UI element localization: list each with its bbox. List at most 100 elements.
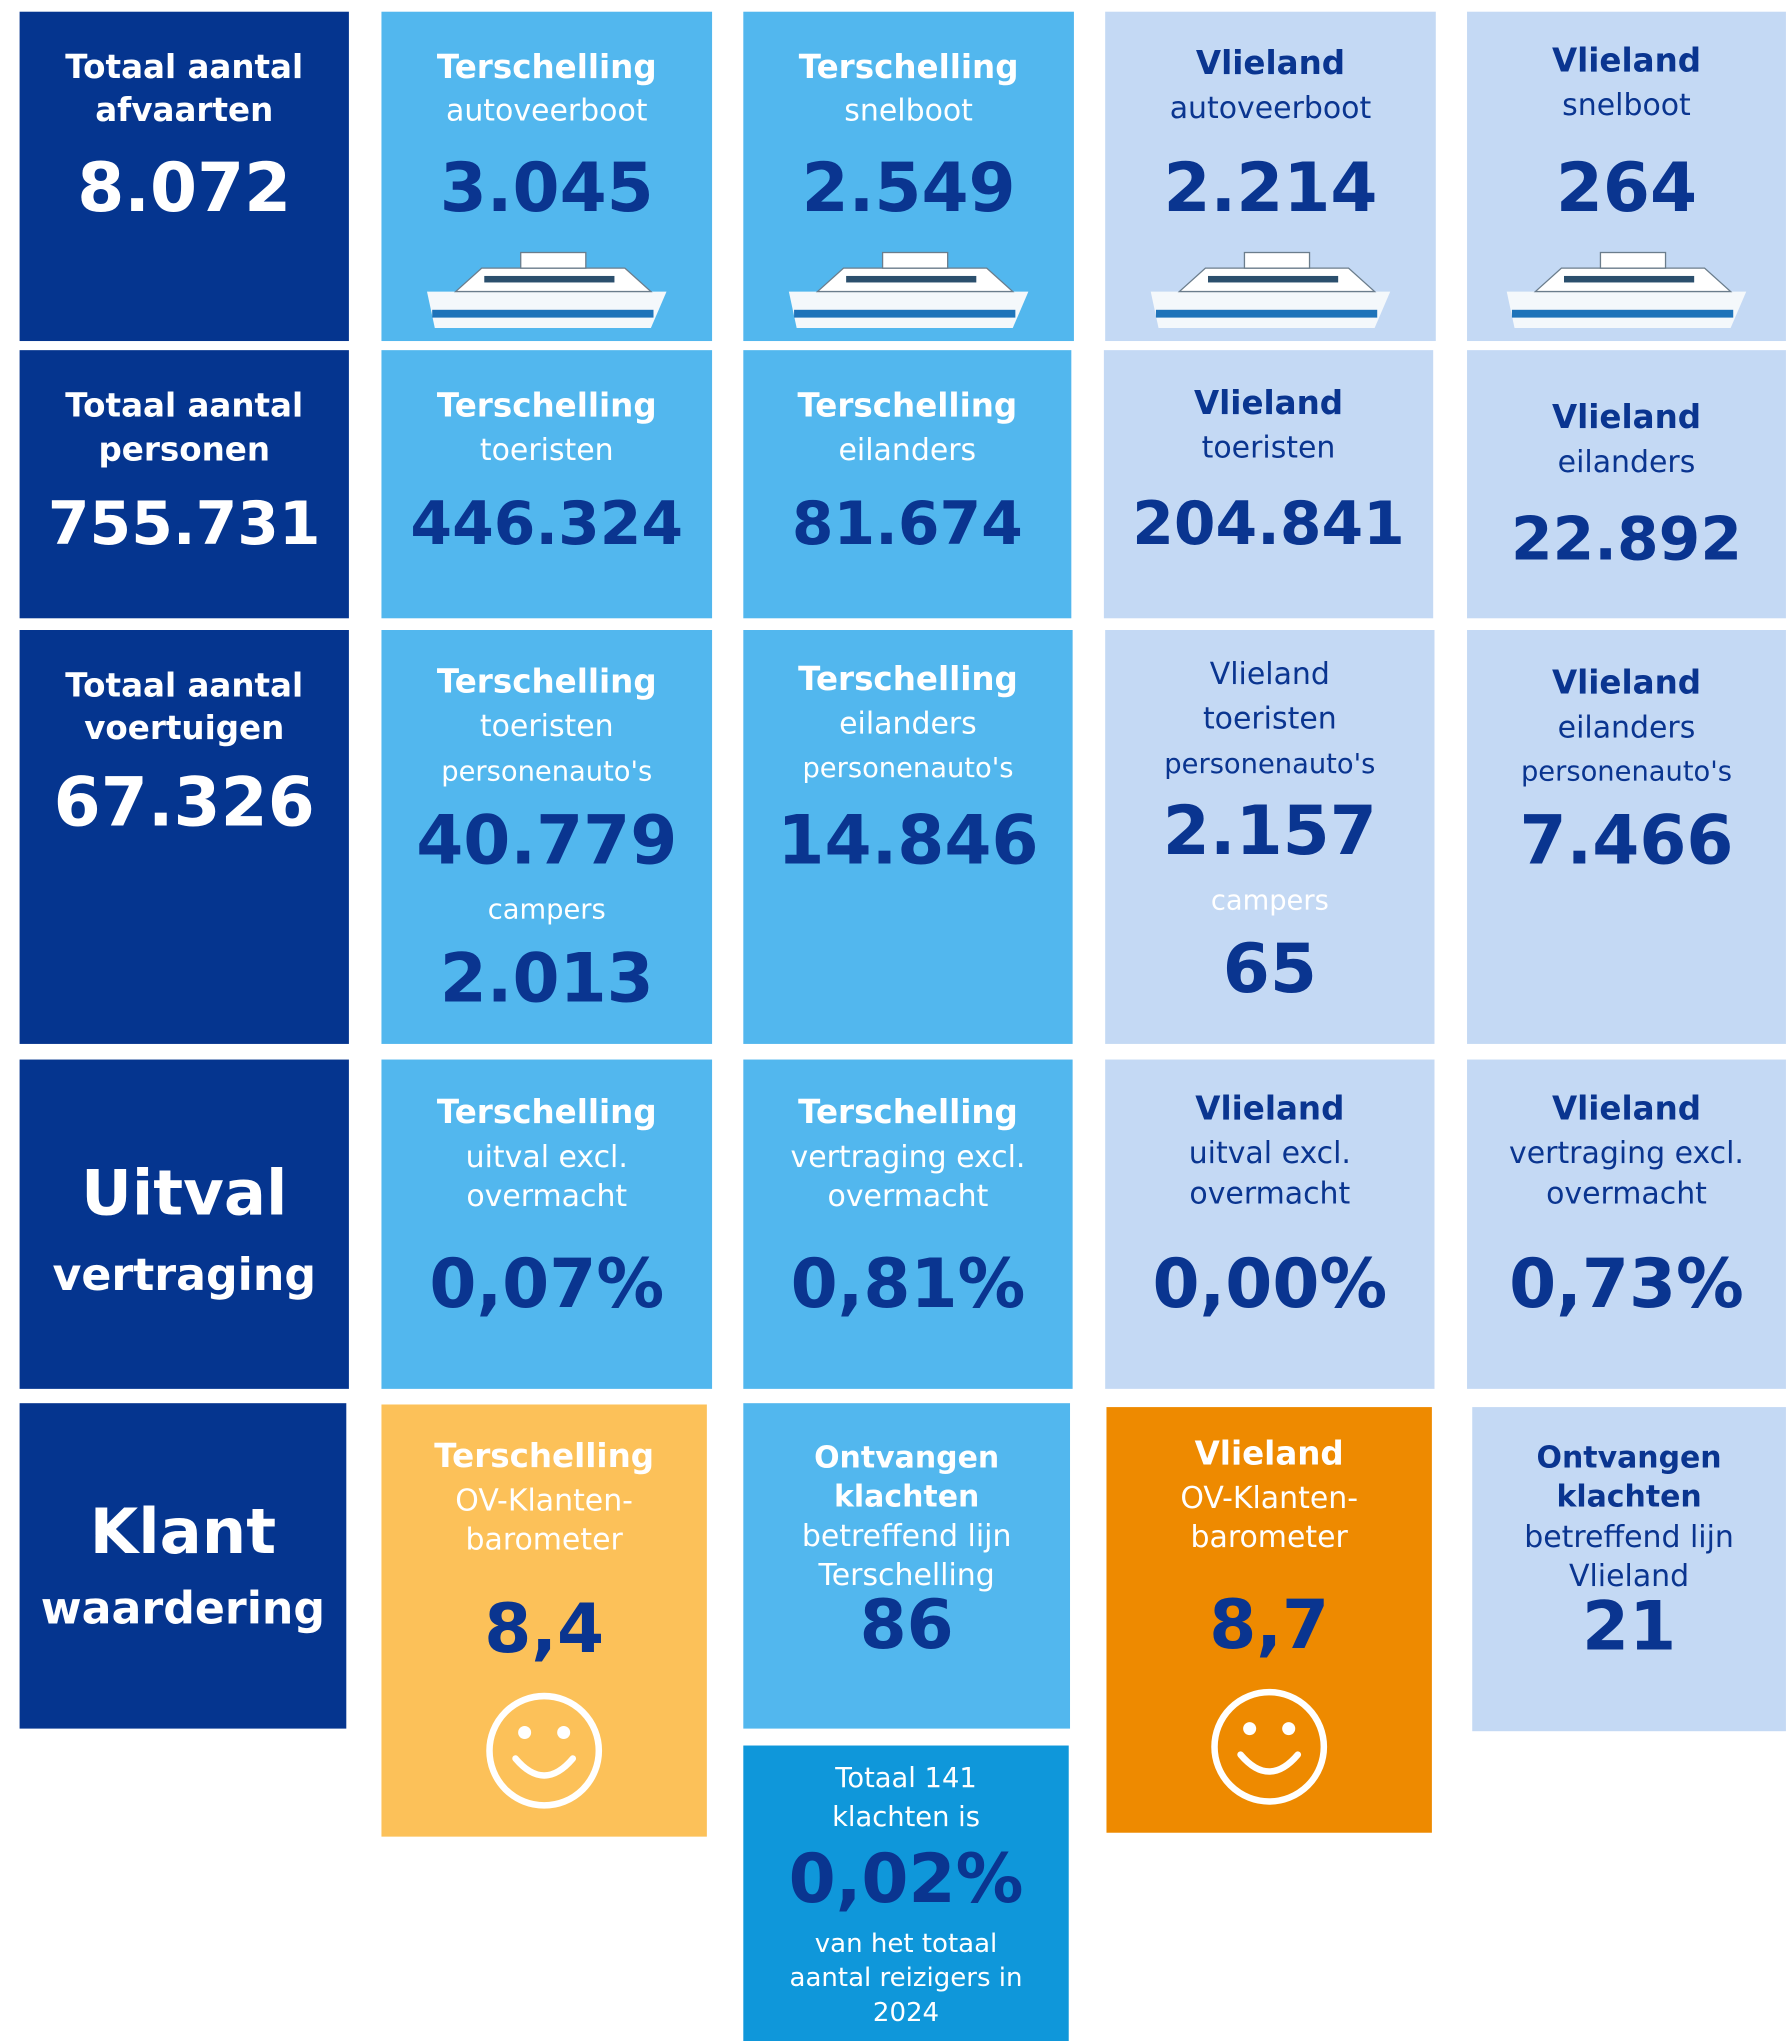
tile-label: Vlieland	[1552, 664, 1701, 702]
tile-label: Terschelling	[437, 386, 657, 424]
tile-label: klachten is	[832, 1802, 980, 1833]
tile-label: waardering	[41, 1583, 325, 1634]
tile-value: 81.674	[792, 489, 1023, 559]
ship-bridge	[883, 253, 948, 269]
tile-value: 2.549	[802, 148, 1016, 227]
infographic: Totaal aantalafvaarten8.072 Terschelling a…	[0, 0, 1786, 2041]
tile-value: 204.841	[1132, 489, 1405, 559]
tile-label: van het totaal	[815, 1929, 997, 1959]
tile-label: uitval excl.	[466, 1140, 628, 1175]
tile-label: Terschelling	[434, 1437, 654, 1475]
tile-label: Ontvangen	[1537, 1441, 1722, 1476]
tile-value: 3.045	[440, 148, 654, 227]
tile-value: 21	[1582, 1587, 1676, 1666]
tile-label: 2024	[873, 1998, 939, 2028]
tile-label: barometer	[466, 1523, 624, 1558]
tile-label: overmacht	[466, 1179, 627, 1214]
smiley-eye	[518, 1726, 531, 1739]
tile-label: vertraging excl.	[1509, 1136, 1744, 1171]
tile-value: 0,81%	[791, 1244, 1026, 1323]
tile-label: Ontvangen	[814, 1441, 999, 1476]
tile: Vlielanduitval excl.overmacht0,00%	[1105, 1060, 1434, 1389]
tile-label: eilanders	[839, 707, 977, 742]
smiley-eye	[1243, 1722, 1256, 1735]
tile-value: 8,7	[1209, 1585, 1329, 1664]
tile-label: Totaal aantal	[65, 386, 303, 424]
tile-label: snelboot	[844, 93, 973, 128]
tile-label: Terschelling	[437, 48, 657, 86]
ship-bridge	[1600, 253, 1665, 269]
tile-label: Terschelling	[798, 1093, 1018, 1131]
tile-label: Vlieland	[1195, 1089, 1344, 1127]
tile-value: 8.072	[77, 148, 291, 227]
tile-label: eilanders	[838, 433, 976, 468]
tile-label: klachten	[834, 1480, 979, 1515]
tile-label: overmacht	[828, 1179, 989, 1214]
tile-value: 755.731	[48, 489, 321, 559]
ship-stripe	[432, 310, 653, 318]
tile: Vlielandtoeristenpersonenauto's2.157camp…	[1105, 630, 1434, 1044]
tile: Uitval vertraging	[20, 1060, 349, 1389]
tile-label: betreffend lijn	[1524, 1520, 1734, 1555]
tile-value: 2.013	[440, 938, 654, 1017]
tile-label: toeristen	[480, 709, 614, 744]
tile-label: Vlieland	[1196, 44, 1345, 82]
tile-value: 40.779	[416, 800, 677, 879]
tile-label: campers	[1211, 886, 1329, 917]
tile-label: barometer	[1191, 1520, 1349, 1555]
tile-label: Terschelling	[437, 662, 657, 700]
tile-label: campers	[488, 895, 606, 926]
ship-windows	[846, 276, 976, 283]
tile: Totaal 141klachten is0,02%van het totaal…	[743, 1746, 1068, 2041]
tile-label: OV-Klanten-	[1180, 1481, 1358, 1516]
smiley-eye	[557, 1726, 570, 1739]
tile-label: Vlieland	[1210, 657, 1330, 692]
tile-value: 67.326	[54, 763, 315, 842]
tile-label: vertraging	[52, 1250, 316, 1301]
tile-label: Totaal aantal	[65, 48, 303, 86]
tile-value: 22.892	[1511, 504, 1742, 574]
tile-value: 0,07%	[429, 1244, 664, 1323]
tile: Totaal aantal voertuigen 67.326	[20, 630, 349, 1044]
tile-value: 0,02%	[789, 1839, 1024, 1918]
tile-label: overmacht	[1546, 1176, 1707, 1211]
tile-label: overmacht	[1189, 1176, 1350, 1211]
tile-label: Totaal aantal	[65, 666, 303, 704]
tile-label: uitval excl.	[1189, 1136, 1351, 1171]
tile-label: aantal reizigers in	[790, 1963, 1023, 1993]
tile-label: autoveerboot	[1170, 91, 1372, 126]
tile-value: 0,73%	[1509, 1244, 1744, 1323]
tile-label: Terschelling	[798, 660, 1018, 698]
ship-bridge	[521, 253, 586, 269]
smiley-eye	[1282, 1722, 1295, 1735]
ship-windows	[484, 276, 614, 283]
tile-label: Vlieland	[1552, 41, 1701, 79]
ship-windows	[1208, 276, 1338, 283]
tile-value: 86	[860, 1585, 954, 1664]
tile-label: Terschelling	[437, 1093, 657, 1131]
tile-value: Uitval	[81, 1157, 287, 1230]
tile: Totaal aantal personen 755.731	[20, 350, 349, 618]
tile: Klant waardering	[20, 1403, 347, 1728]
tile-value: 14.846	[777, 800, 1038, 879]
tile-label: personen	[98, 431, 270, 469]
tile-label: voertuigen	[84, 709, 284, 747]
tile-value: 8,4	[484, 1589, 604, 1668]
ship-windows	[1564, 276, 1694, 283]
tile-label: eilanders	[1558, 710, 1696, 745]
tile-label: betreffend lijn	[802, 1519, 1012, 1554]
tile-label: autoveerboot	[446, 93, 648, 128]
tile-value: Klant	[90, 1495, 276, 1568]
tile-label: toeristen	[1203, 701, 1337, 736]
tile-value: 7.466	[1519, 800, 1733, 879]
tile-label: personenauto's	[441, 757, 652, 788]
tile-label: toeristen	[480, 433, 614, 468]
